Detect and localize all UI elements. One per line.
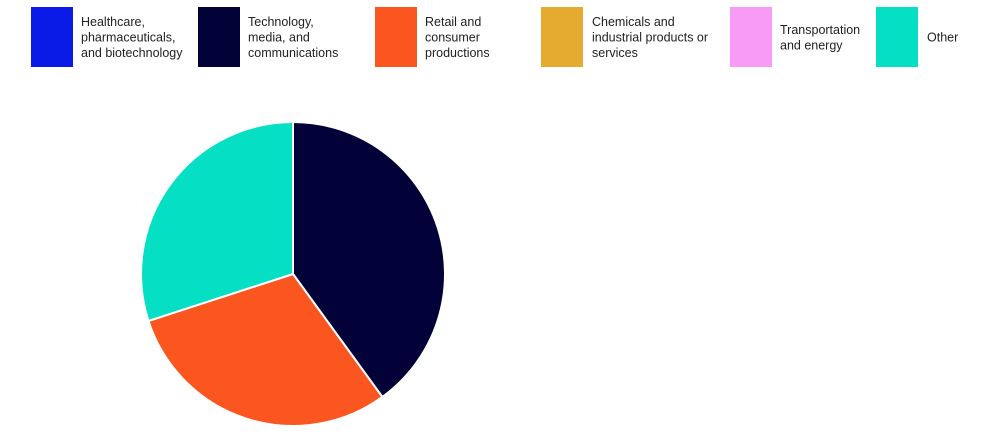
pie xyxy=(140,120,446,427)
legend-item[interactable]: Transportation and energy xyxy=(730,7,860,67)
legend-swatch xyxy=(31,7,73,67)
legend-swatch xyxy=(198,7,240,67)
legend-swatch xyxy=(541,7,583,67)
legend-label: Retail and consumer productions xyxy=(425,15,490,60)
legend-item[interactable]: Retail and consumer productions xyxy=(375,7,490,67)
legend-label: Chemicals and industrial products or servi… xyxy=(592,15,708,60)
legend-item[interactable]: Healthcare, pharmaceuticals, and biotechno… xyxy=(31,7,183,67)
pie-slice[interactable] xyxy=(147,272,384,427)
legend-swatch xyxy=(375,7,417,67)
legend-label: Transportation and energy xyxy=(780,23,860,53)
legend-label: Other xyxy=(927,31,958,45)
pie-slice[interactable] xyxy=(140,120,294,323)
legend-swatch xyxy=(876,7,918,67)
legend-item[interactable]: Technology, media, and communications xyxy=(198,7,338,67)
legend-label: Technology, media, and communications xyxy=(248,15,338,60)
legend-label: Healthcare, pharmaceuticals, and biotechno… xyxy=(81,15,183,60)
legend-swatch xyxy=(730,7,772,67)
legend-item[interactable]: Chemicals and industrial products or servi… xyxy=(541,7,708,67)
pie-slice[interactable] xyxy=(292,120,446,399)
legend: Healthcare, pharmaceuticals, and biotechno… xyxy=(31,7,958,67)
legend-item[interactable]: Other xyxy=(876,7,958,67)
